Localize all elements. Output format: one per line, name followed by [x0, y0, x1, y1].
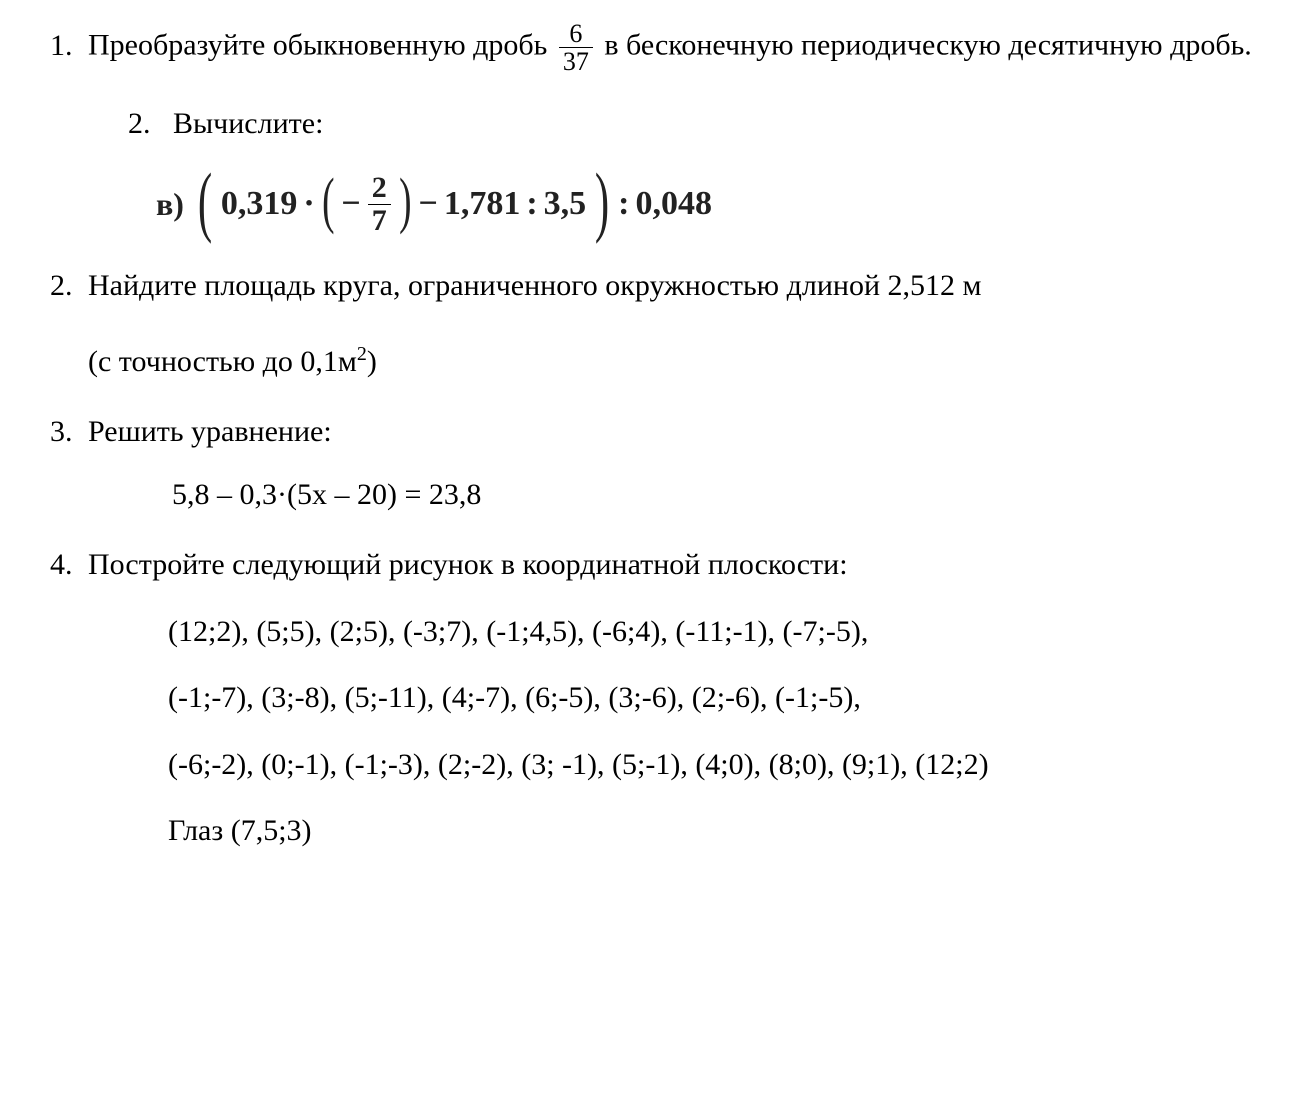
problem-2: 2. Вычислите: в) ( 0,319 · ( − 2 7 ) − 1…: [128, 104, 1264, 237]
q5-line3: (-6;-2), (0;-1), (-1;-3), (2;-2), (3; -1…: [168, 745, 1264, 786]
problem-1: Преобразуйте обыкновенную дробь 6 37 в б…: [80, 20, 1264, 236]
problem-5: Постройте следующий рисунок в координатн…: [80, 545, 1264, 852]
q2-formula: в) ( 0,319 · ( − 2 7 ) − 1,781 : 3,5 ) :…: [156, 172, 1264, 236]
problem-3: Найдите площадь круга, ограниченного окр…: [80, 266, 1264, 382]
q2-title: Вычислите:: [173, 107, 323, 140]
q2-a: 0,319: [221, 181, 298, 227]
q2-c: 3,5: [544, 181, 587, 227]
q2-minus: −: [341, 181, 360, 227]
q4-title: Решить уравнение:: [88, 412, 1264, 453]
problem-4: Решить уравнение: 5,8 – 0,3·(5x – 20) = …: [80, 412, 1264, 515]
close-paren-big: ): [595, 170, 609, 232]
q2-inner-den: 7: [368, 205, 391, 237]
q5-coordinates: (12;2), (5;5), (2;5), (-3;7), (-1;4,5), …: [168, 612, 1264, 852]
q3-line2: (с точностью до 0,1м2): [88, 341, 1264, 383]
q5-line4: Глаз (7,5;3): [168, 811, 1264, 852]
q5-title: Постройте следующий рисунок в координатн…: [88, 545, 1264, 586]
q2-sub-label: в): [156, 183, 184, 226]
q4-equation: 5,8 – 0,3·(5x – 20) = 23,8: [172, 475, 1264, 516]
q3-line2-before: (с точностью до 0,1м: [88, 345, 357, 378]
q2-b: 1,781: [444, 181, 521, 227]
q2-op3: :: [526, 181, 537, 227]
q1-fraction: 6 37: [559, 20, 593, 76]
close-paren-mid: ): [399, 177, 411, 227]
problem-list: Преобразуйте обыкновенную дробь 6 37 в б…: [24, 20, 1264, 852]
q2-inner-num: 2: [368, 172, 391, 205]
q2-op4: :: [618, 181, 629, 227]
q3-line1: Найдите площадь круга, ограниченного окр…: [88, 266, 1264, 307]
q1-text-before: Преобразуйте обыкновенную дробь: [88, 29, 555, 62]
q3-line2-after: ): [367, 345, 377, 378]
q2-inner-fraction: 2 7: [368, 172, 391, 236]
q2-d: 0,048: [635, 181, 712, 227]
q1-text-after: в бесконечную периодическую десятичную д…: [604, 29, 1251, 62]
open-paren-mid: (: [322, 177, 334, 227]
q1-frac-den: 37: [559, 48, 593, 75]
q2-op2: −: [418, 181, 437, 227]
q2-op1: ·: [303, 181, 314, 227]
q5-line1: (12;2), (5;5), (2;5), (-3;7), (-1;4,5), …: [168, 612, 1264, 653]
q2-marker: 2.: [128, 107, 151, 140]
q5-line2: (-1;-7), (3;-8), (5;-11), (4;-7), (6;-5)…: [168, 678, 1264, 719]
q1-frac-num: 6: [559, 20, 593, 48]
open-paren-big: (: [198, 170, 212, 232]
q3-sup: 2: [357, 343, 367, 365]
